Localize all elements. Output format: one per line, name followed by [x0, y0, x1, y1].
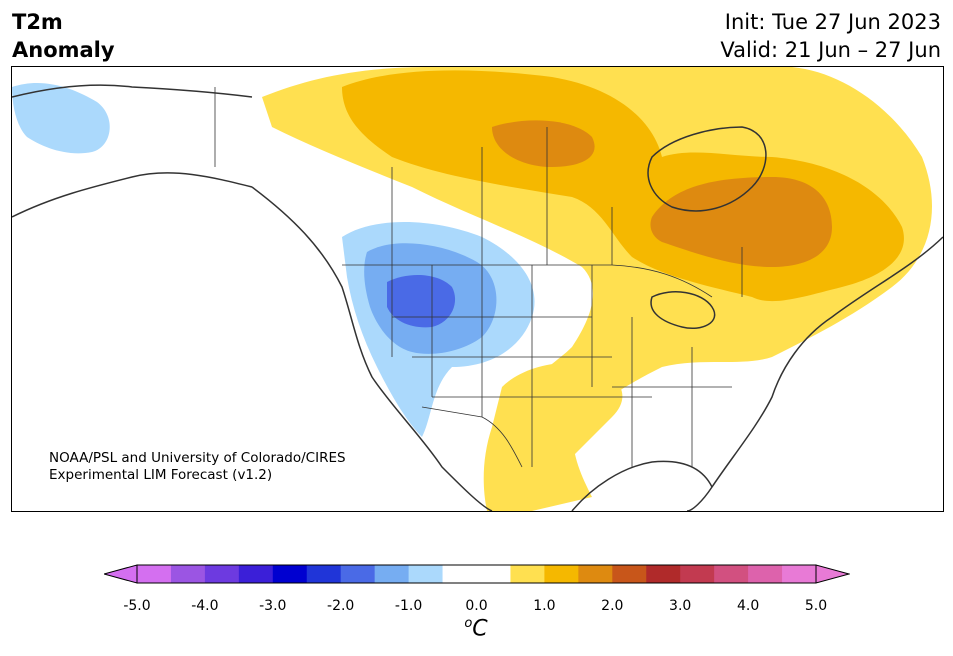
valid-date-label: Valid: 21 Jun – 27 Jun — [720, 38, 941, 62]
us-state-lines — [391, 265, 732, 467]
colorbar — [104, 564, 850, 584]
political-borders — [214, 87, 743, 468]
title-line-2: Anomaly — [12, 38, 115, 62]
hudson-bay — [647, 126, 767, 212]
colorbar-units: oC — [464, 616, 487, 641]
colorbar-bin — [170, 565, 206, 583]
colorbar-tick-label: 2.0 — [601, 598, 624, 614]
colorbar-outline — [136, 564, 817, 584]
west-coastline — [251, 186, 493, 511]
colorbar-bin — [442, 565, 477, 583]
colorbar-bin — [714, 565, 749, 583]
mexico-border — [421, 406, 523, 468]
colorbar-tick-label: 0.0 — [465, 598, 488, 614]
warm-anomaly-strong-north — [492, 120, 595, 167]
colorbar-bin — [204, 565, 240, 583]
colorbar-tick-label: -4.0 — [191, 598, 219, 614]
credit-line-2: Experimental LIM Forecast (v1.2) — [49, 467, 273, 483]
credit-line-1: NOAA/PSL and University of Colorado/CIRE… — [49, 450, 346, 466]
colorbar-bin — [578, 565, 613, 583]
colorbar-bin — [238, 565, 274, 583]
units-degree: o — [464, 616, 473, 631]
colorbar-tick-label: 4.0 — [736, 598, 760, 614]
warm-anomaly-strong-east — [650, 177, 832, 267]
colorbar-tick-label: -5.0 — [123, 598, 151, 614]
colorbar-bin — [306, 565, 342, 583]
alaska-coastline — [12, 84, 253, 218]
us-canada-border — [342, 264, 713, 298]
map-title: T2m Anomaly — [12, 8, 115, 64]
great-lakes — [650, 291, 716, 329]
title-line-1: T2m — [12, 10, 63, 34]
colorbar-bin — [748, 565, 783, 583]
colorbar-tick-label: 5.0 — [804, 598, 828, 614]
colorbar-over-arrow — [815, 564, 850, 584]
colorbar-tick-label: -2.0 — [327, 598, 355, 614]
colorbar-tick-label: 3.0 — [669, 598, 692, 614]
cool-anomaly-strong — [387, 275, 456, 328]
date-labels: Init: Tue 27 Jun 2023 Valid: 21 Jun – 27… — [720, 8, 941, 64]
colorbar-bin — [340, 565, 376, 583]
init-date-label: Init: Tue 27 Jun 2023 — [724, 10, 941, 34]
units-letter: C — [472, 616, 488, 642]
colorbar-bin — [510, 565, 545, 583]
canada-province-lines — [391, 127, 743, 297]
colorbar-bin — [544, 565, 579, 583]
colorbar-bin — [408, 565, 444, 583]
colorbar-under-arrow — [104, 564, 138, 584]
colorbar-tick-label: -3.0 — [259, 598, 287, 614]
anomaly-shading — [12, 67, 932, 511]
coastlines — [12, 84, 943, 511]
colorbar-bin — [612, 565, 647, 583]
cool-anomaly-alaska — [12, 82, 110, 154]
colorbar-bin — [782, 565, 817, 583]
east-coastline — [686, 236, 943, 511]
gulf-coastline — [571, 460, 713, 511]
colorbar-bin — [646, 565, 681, 583]
warm-anomaly-southern-plains — [483, 363, 623, 511]
credit-text: NOAA/PSL and University of Colorado/CIRE… — [49, 450, 346, 484]
colorbar-bin — [476, 565, 511, 583]
colorbar-tick-labels: -5.0 -4.0 -3.0 -2.0 -1.0 0.0 1.0 2.0 3.0 4.0 5.0 — [0, 598, 953, 618]
colorbar-bin — [272, 565, 308, 583]
colorbar-tick-label: -1.0 — [394, 598, 423, 614]
colorbar-bin — [137, 565, 172, 583]
map-svg — [12, 67, 943, 511]
colorbar-bin — [374, 565, 410, 583]
colorbar-bin — [680, 565, 715, 583]
colorbar-tick-label: 1.0 — [533, 598, 556, 614]
colorbar-bins — [137, 565, 817, 583]
anomaly-map — [11, 66, 944, 512]
